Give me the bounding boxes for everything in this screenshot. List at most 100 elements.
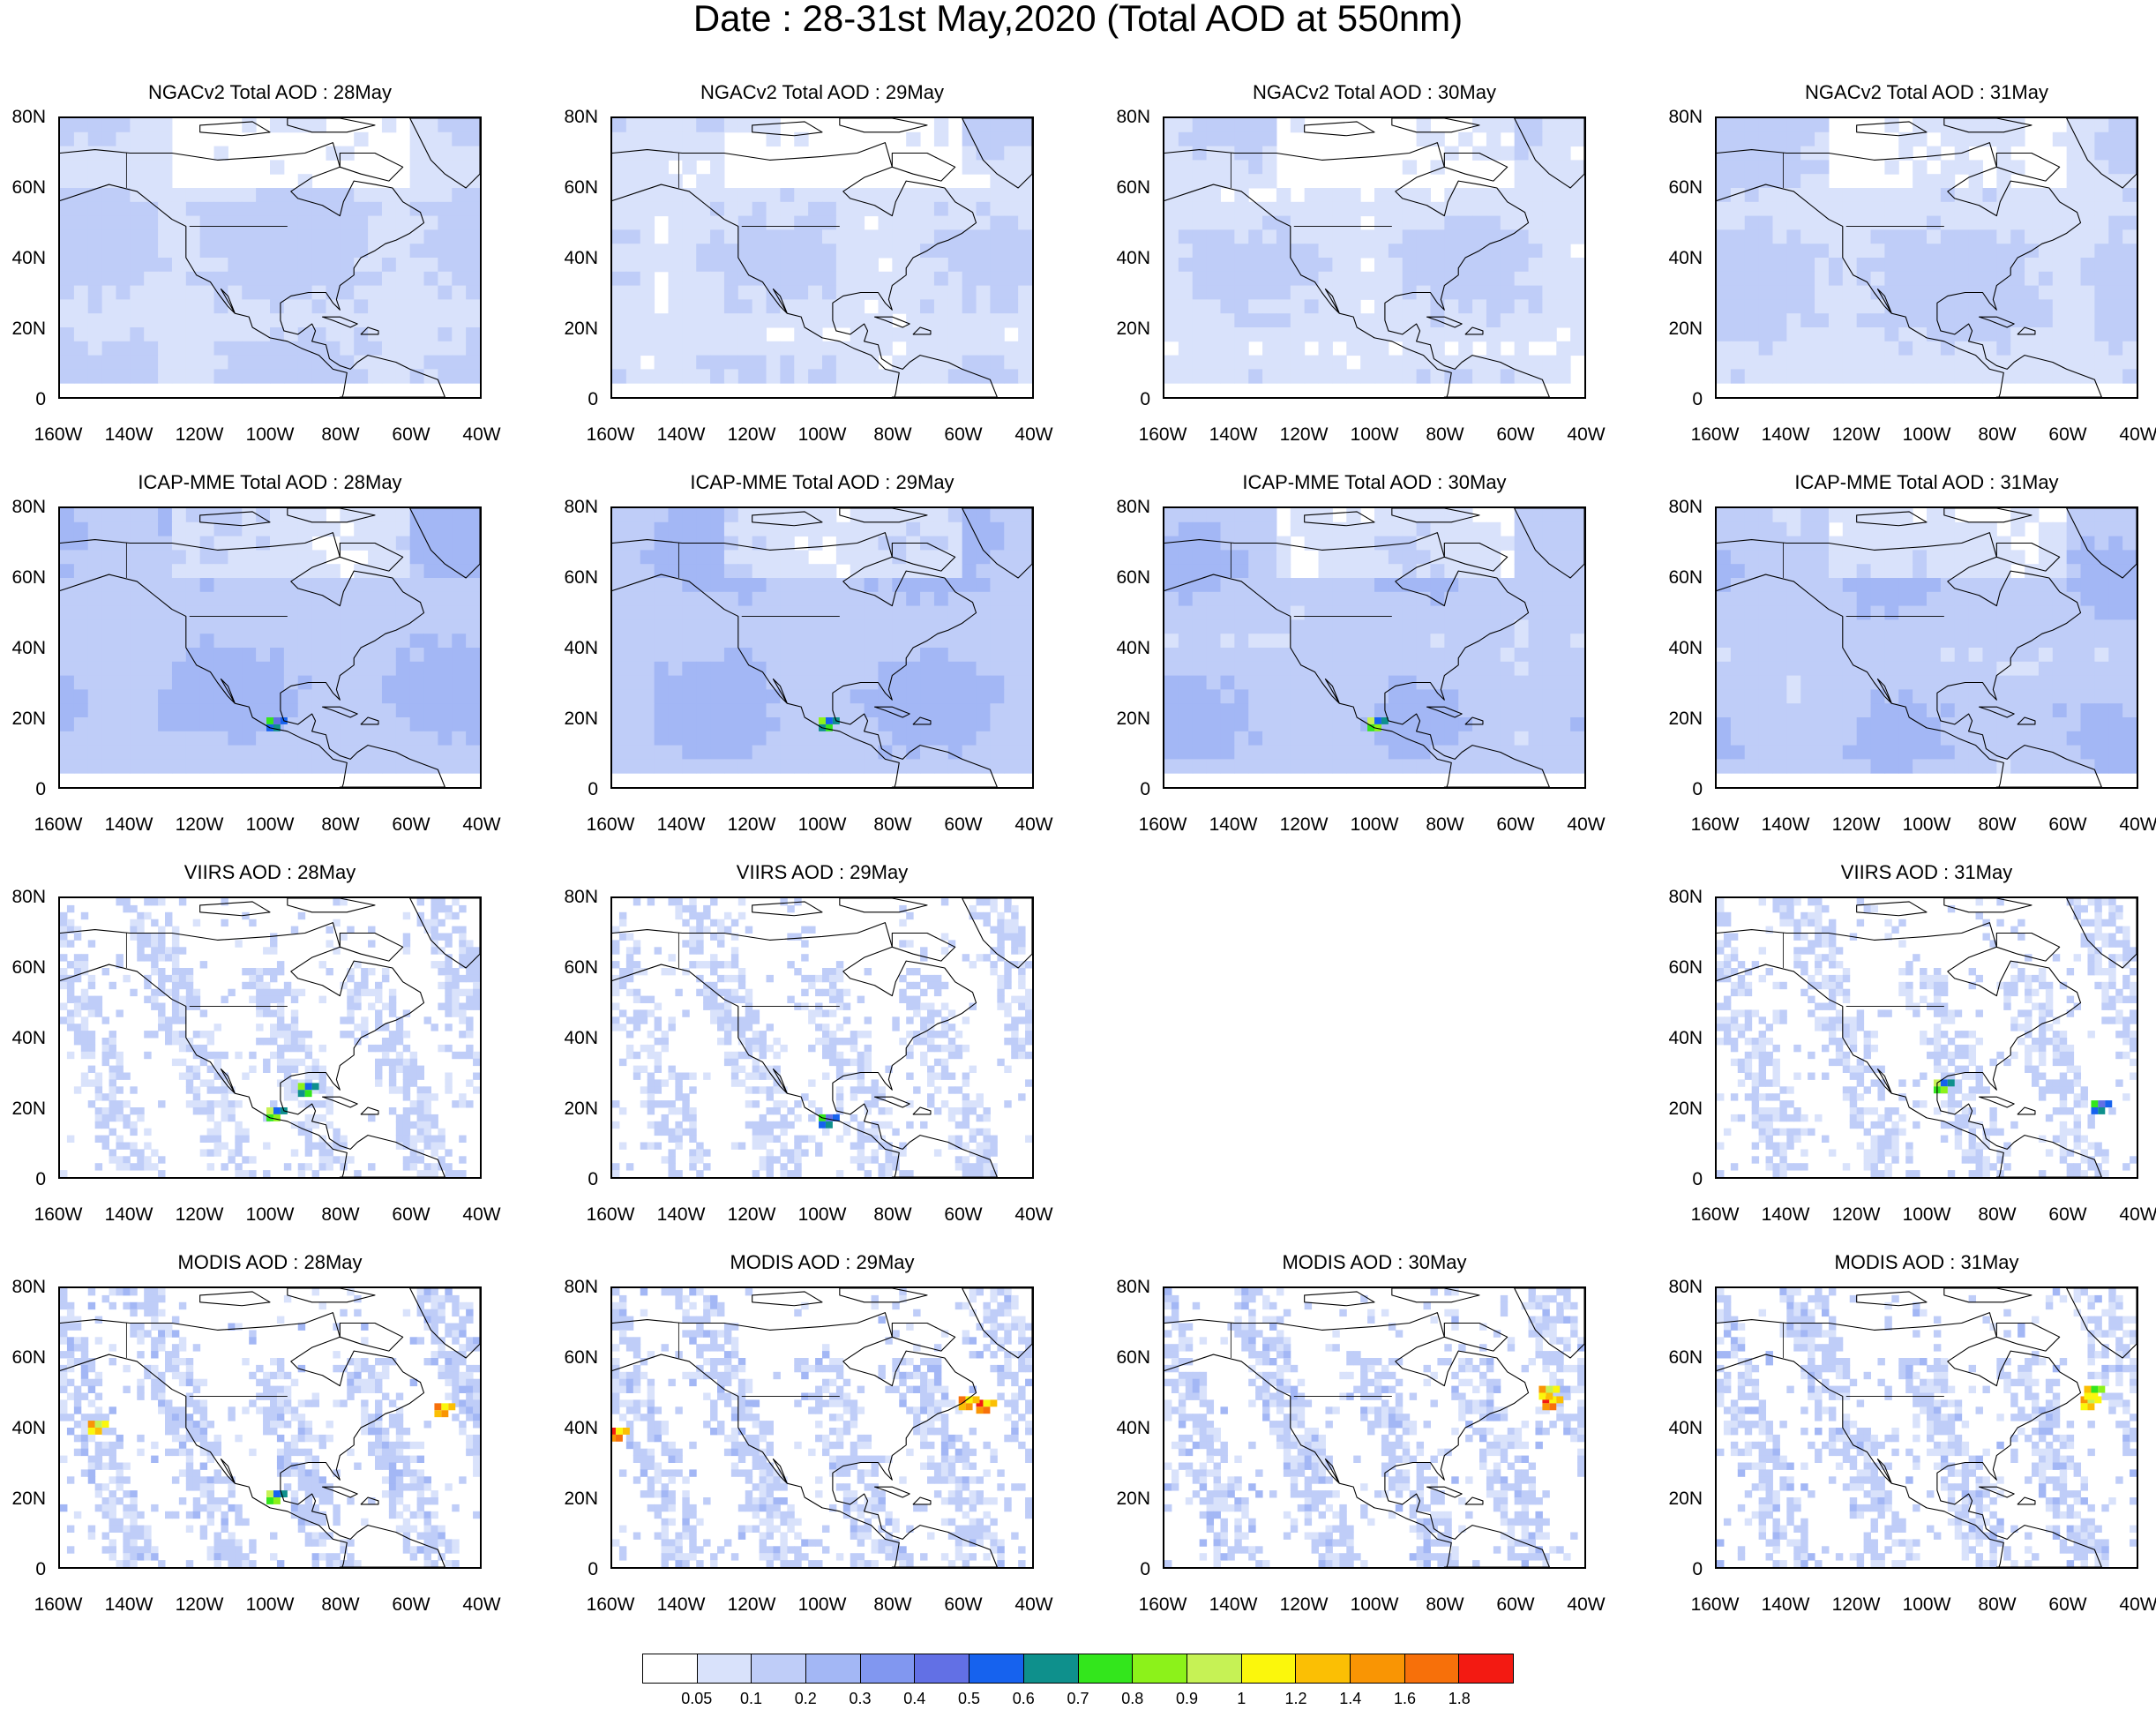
aod-cell xyxy=(1346,648,1361,663)
aod-cell xyxy=(1430,229,1445,244)
aod-cell xyxy=(1800,244,1815,259)
aod-cell xyxy=(60,661,75,677)
aod-cell xyxy=(1276,717,1291,732)
aod-cell xyxy=(1913,661,1928,677)
aod-cell xyxy=(1500,355,1516,370)
aod-cell xyxy=(409,327,425,342)
aod-cell xyxy=(2108,508,2123,523)
aod-cell xyxy=(101,229,116,244)
aod-cell xyxy=(2080,591,2095,607)
aod-cell xyxy=(185,215,201,230)
aod-cell xyxy=(2025,591,2040,607)
aod-cell xyxy=(1486,648,1501,663)
aod-cell xyxy=(947,703,963,718)
aod-cell xyxy=(878,271,893,287)
aod-cell xyxy=(1968,703,1983,718)
aod-cell xyxy=(1178,355,1194,370)
aod-cell xyxy=(199,313,215,328)
aod-cell xyxy=(1913,131,1928,147)
aod-cell xyxy=(752,201,767,217)
aod-cell xyxy=(130,341,145,356)
aod-cell xyxy=(1486,578,1501,593)
aod-cell xyxy=(130,703,145,718)
aod-cell xyxy=(2080,327,2095,342)
aod-cell xyxy=(1360,229,1375,244)
aod-cell xyxy=(933,313,949,328)
aod-cell xyxy=(283,661,299,677)
aod-cell xyxy=(228,229,243,244)
aod-cell xyxy=(1815,355,1830,370)
aod-cell xyxy=(990,160,1005,175)
aod-cell xyxy=(1192,578,1208,593)
aod-cell xyxy=(1500,759,1516,774)
aod-cell xyxy=(1458,341,1473,356)
aod-cell xyxy=(1556,731,1571,746)
aod-cell xyxy=(1004,229,1019,244)
aod-cell xyxy=(438,619,453,634)
aod-cell xyxy=(780,550,795,565)
aod-cell xyxy=(283,313,299,328)
aod-cell xyxy=(668,341,683,356)
aod-cell xyxy=(1772,703,1787,718)
aod-cell xyxy=(123,1100,131,1108)
aod-cell xyxy=(1206,605,1221,620)
aod-cell xyxy=(682,619,697,634)
aod-cell xyxy=(1815,578,1830,593)
aod-cell xyxy=(1884,759,1899,774)
aod-cell xyxy=(1542,299,1557,314)
aod-cell xyxy=(1528,131,1543,147)
aod-cell xyxy=(1004,508,1019,523)
aod-cell xyxy=(270,933,278,941)
aod-cell xyxy=(452,313,467,328)
aod-cell xyxy=(1318,229,1333,244)
aod-cell xyxy=(171,759,187,774)
aod-cell xyxy=(73,926,82,934)
aod-cell xyxy=(151,933,159,941)
aod-cell xyxy=(1458,508,1473,523)
aod-cell xyxy=(1744,536,1760,551)
aod-cell xyxy=(130,564,145,579)
aod-cell xyxy=(430,904,438,913)
aod-cell xyxy=(1346,369,1361,384)
aod-cell xyxy=(1913,271,1928,287)
aod-cell xyxy=(151,961,159,969)
aod-cell xyxy=(283,619,299,634)
aod-cell xyxy=(835,244,851,259)
aod-cell xyxy=(409,258,425,273)
aod-cell xyxy=(976,229,991,244)
aod-cell xyxy=(794,244,809,259)
aod-cell xyxy=(1164,564,1179,579)
aod-cell xyxy=(1570,634,1584,649)
aod-cell xyxy=(1815,258,1830,273)
aod-cell xyxy=(1996,285,2011,300)
aod-cell xyxy=(625,201,641,217)
aod-cell xyxy=(1913,355,1928,370)
aod-cell xyxy=(171,508,187,523)
aod-cell xyxy=(2122,131,2137,147)
aod-cell xyxy=(864,313,879,328)
aod-cell xyxy=(1374,745,1389,760)
aod-cell xyxy=(1828,689,1844,704)
map-frame xyxy=(58,116,482,399)
aod-cell xyxy=(640,717,655,732)
aod-cell xyxy=(178,1072,187,1080)
coastline xyxy=(1426,316,1463,328)
aod-cell xyxy=(256,675,271,690)
aod-cell xyxy=(1430,521,1445,537)
aod-cell xyxy=(73,661,89,677)
aod-cell xyxy=(101,271,116,287)
aod-cell xyxy=(1927,578,1942,593)
lon-tick-label: 140W xyxy=(104,814,153,835)
aod-cell xyxy=(906,215,921,230)
aod-cell xyxy=(283,1024,292,1031)
aod-cell xyxy=(1927,731,1942,746)
aod-cell xyxy=(60,591,75,607)
aod-cell xyxy=(1744,118,1760,133)
aod-cell xyxy=(766,550,781,565)
aod-cell xyxy=(906,271,921,287)
aod-cell xyxy=(340,648,355,663)
aod-cell xyxy=(2052,703,2068,718)
aod-cell xyxy=(1744,327,1760,342)
aod-cell xyxy=(1164,675,1179,690)
aod-cell xyxy=(395,731,411,746)
